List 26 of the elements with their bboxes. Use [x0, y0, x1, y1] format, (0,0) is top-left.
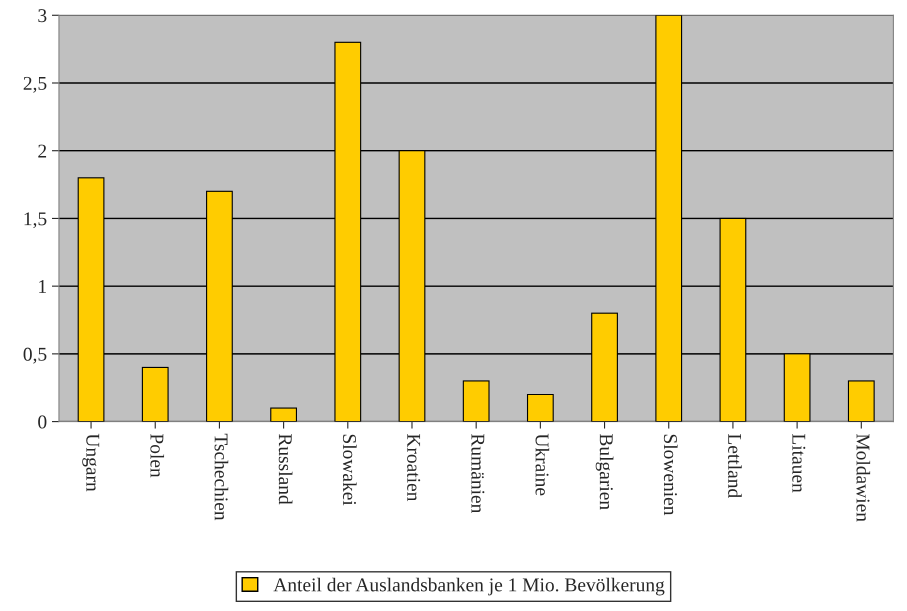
x-tick-label: Ungarn [82, 434, 100, 492]
x-tick-label: Tschechien [214, 434, 228, 520]
y-tick-label: 3 [38, 9, 46, 22]
y-tick-label: 0,5 [24, 348, 46, 364]
x-tick-label: Bulgarien [596, 434, 614, 510]
x-tick-label: Slowakei [342, 434, 357, 506]
x-tick-label: Slowenien [664, 434, 678, 516]
x-tick-label: Kroatien [407, 434, 420, 502]
x-tick-label: Rumänien [471, 434, 484, 514]
bar [462, 380, 490, 422]
legend-label: Anteil der Auslandsbanken je 1 Mio. Bevölkerung [273, 578, 664, 596]
y-tick-label: 2 [38, 144, 46, 158]
x-tick-label: Ukraine [535, 434, 550, 496]
y-tick-label: 2,5 [24, 76, 46, 93]
y-tick-label: 1,5 [24, 212, 46, 228]
bar [270, 407, 298, 422]
y-tick-label: 1 [39, 280, 46, 293]
x-tick-label: Russland [278, 434, 292, 504]
bar [526, 394, 554, 422]
x-tick-label: Lettland [728, 434, 742, 498]
bar [142, 366, 169, 422]
bar [848, 380, 875, 422]
y-tick-label: 0 [38, 415, 46, 429]
x-tick-label: Polen [150, 434, 164, 478]
x-tick-label: Litauen [792, 434, 806, 492]
x-tick-label: Moldawien [856, 434, 870, 522]
